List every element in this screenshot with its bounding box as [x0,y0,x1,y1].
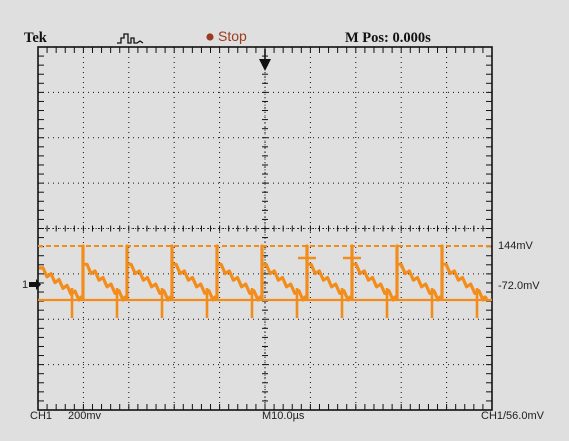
lower-cursor-label: -72.0mV [498,280,540,292]
ch1-waveform-trace [38,244,492,318]
run-state-dot [206,33,214,41]
channel-ground-marker: 1 [22,279,29,291]
waveform-path [38,244,489,302]
volts-per-division: 200mv [68,410,102,422]
graticule-grid [37,46,493,411]
ch1-ground-marker-arrow-icon [29,279,41,290]
channel-label: CH1 [30,410,53,422]
run-state-label: Stop [218,28,247,44]
brand-label: Tek [24,30,47,46]
upper-cursor-label: 144mV [498,240,533,252]
trigger-position-arrow-icon [259,59,271,71]
trigger-info-readout: CH1/56.0mV [481,410,544,422]
time-base-readout: M10.0µs [262,410,305,422]
horizontal-position-readout: M Pos: 0.000s [345,30,431,46]
acquisition-waveform-icon [117,33,144,44]
